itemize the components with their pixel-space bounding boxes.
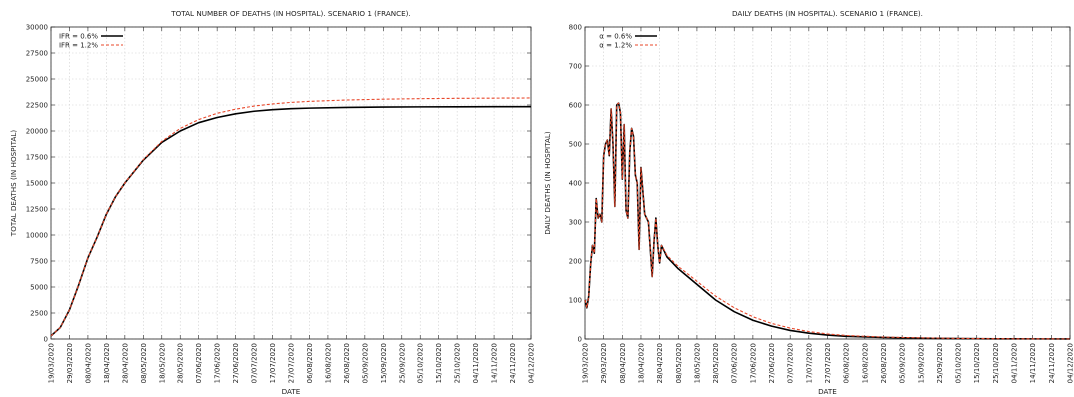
x-tick-label: 25/09/2020	[398, 343, 406, 383]
y-tick-label: 5000	[30, 283, 48, 291]
series-line-2	[584, 102, 1071, 340]
x-tick-label: 18/05/2020	[693, 343, 701, 383]
x-tick-label: 05/10/2020	[955, 343, 963, 383]
x-tick-label: 27/06/2020	[768, 343, 776, 383]
y-tick-label: 7500	[30, 257, 48, 265]
x-tick-label: 15/10/2020	[973, 343, 981, 383]
x-tick-label: 16/08/2020	[861, 343, 869, 383]
x-tick-label: 25/09/2020	[936, 343, 944, 383]
y-tick-label: 500	[569, 140, 582, 148]
y-tick-label: 600	[569, 101, 582, 109]
x-tick-label: 27/07/2020	[824, 343, 832, 383]
x-tick-label: 15/09/2020	[917, 343, 925, 383]
x-tick-label: 17/06/2020	[214, 343, 222, 383]
y-tick-label: 2500	[30, 309, 48, 317]
x-tick-label: 29/03/2020	[66, 343, 74, 383]
series-line-2	[50, 97, 532, 337]
x-tick-label: 07/06/2020	[195, 343, 203, 383]
x-tick-label: 04/11/2020	[472, 343, 480, 383]
x-tick-label: 08/04/2020	[84, 343, 92, 383]
y-tick-label: 30000	[26, 23, 48, 31]
y-tick-label: 10000	[26, 231, 48, 239]
x-tick-label: 29/03/2020	[600, 343, 608, 383]
x-tick-label: 15/10/2020	[435, 343, 443, 383]
x-tick-label: 25/10/2020	[454, 343, 462, 383]
x-tick-label: 05/09/2020	[899, 343, 907, 383]
x-tick-label: 18/04/2020	[103, 343, 111, 383]
y-tick-label: 200	[569, 257, 582, 265]
x-tick-label: 17/06/2020	[749, 343, 757, 383]
x-axis-label: DATE	[282, 387, 301, 396]
y-tick-label: 15000	[26, 179, 48, 187]
y-tick-label: 22500	[26, 101, 48, 109]
x-tick-label: 28/04/2020	[656, 343, 664, 383]
x-tick-label: 17/07/2020	[805, 343, 813, 383]
y-tick-label: 0	[44, 335, 48, 343]
y-tick-label: 27500	[26, 49, 48, 57]
y-tick-label: 0	[578, 335, 582, 343]
y-tick-label: 12500	[26, 205, 48, 213]
x-tick-label: 04/11/2020	[1011, 343, 1019, 383]
x-tick-label: 14/11/2020	[491, 343, 499, 383]
x-tick-label: 04/12/2020	[1067, 343, 1074, 383]
x-tick-label: 19/03/2020	[582, 343, 590, 383]
x-tick-label: 28/04/2020	[121, 343, 129, 383]
x-tick-label: 17/07/2020	[269, 343, 277, 383]
x-tick-label: 14/11/2020	[1029, 343, 1037, 383]
x-tick-label: 27/06/2020	[232, 343, 240, 383]
y-tick-label: 25000	[26, 75, 48, 83]
x-tick-label: 08/04/2020	[619, 343, 627, 383]
plot-frame	[584, 26, 1071, 340]
plot-frame	[50, 26, 532, 340]
y-tick-label: 17500	[26, 153, 48, 161]
x-tick-label: 24/11/2020	[1048, 343, 1056, 383]
x-tick-label: 27/07/2020	[288, 343, 296, 383]
x-tick-label: 19/03/2020	[48, 343, 56, 383]
y-axis-label: TOTAL DEATHS (IN HOSPITAL)	[9, 130, 18, 238]
y-tick-label: 400	[569, 179, 582, 187]
x-tick-label: 05/09/2020	[361, 343, 369, 383]
x-tick-label: 28/05/2020	[177, 343, 185, 383]
legend-label: α = 1.2%	[599, 41, 632, 49]
x-tick-label: 28/05/2020	[712, 343, 720, 383]
x-tick-label: 05/10/2020	[417, 343, 425, 383]
x-tick-label: 07/07/2020	[251, 343, 259, 383]
chart-title: DAILY DEATHS (IN HOSPITAL). SCENARIO 1 (…	[732, 9, 923, 18]
x-tick-label: 16/08/2020	[324, 343, 332, 383]
y-tick-label: 300	[569, 218, 582, 226]
x-tick-label: 18/05/2020	[158, 343, 166, 383]
x-tick-label: 08/05/2020	[140, 343, 148, 383]
x-tick-label: 06/08/2020	[306, 343, 314, 383]
y-axis-label: DAILY DEATHS (IN HOSPITAL)	[543, 131, 552, 235]
x-tick-label: 18/04/2020	[637, 343, 645, 383]
x-tick-label: 26/08/2020	[880, 343, 888, 383]
legend-label: IFR = 0.6%	[59, 32, 98, 40]
y-tick-label: 20000	[26, 127, 48, 135]
x-tick-label: 25/10/2020	[992, 343, 1000, 383]
legend-label: IFR = 1.2%	[59, 41, 98, 49]
chart-title: TOTAL NUMBER OF DEATHS (IN HOSPITAL). SC…	[170, 9, 411, 18]
x-tick-label: 04/12/2020	[528, 343, 536, 383]
chart-1: TOTAL NUMBER OF DEATHS (IN HOSPITAL). SC…	[9, 9, 536, 396]
y-tick-label: 100	[569, 296, 582, 304]
x-tick-label: 06/08/2020	[843, 343, 851, 383]
x-tick-label: 07/07/2020	[787, 343, 795, 383]
x-tick-label: 24/11/2020	[509, 343, 517, 383]
x-tick-label: 07/06/2020	[731, 343, 739, 383]
x-tick-label: 15/09/2020	[380, 343, 388, 383]
legend-label: α = 0.6%	[599, 32, 632, 40]
x-tick-label: 08/05/2020	[675, 343, 683, 383]
x-tick-label: 26/08/2020	[343, 343, 351, 383]
x-axis-label: DATE	[818, 387, 837, 396]
chart-2: DAILY DEATHS (IN HOSPITAL). SCENARIO 1 (…	[543, 9, 1074, 396]
y-tick-label: 700	[569, 62, 582, 70]
y-tick-label: 800	[569, 23, 582, 31]
